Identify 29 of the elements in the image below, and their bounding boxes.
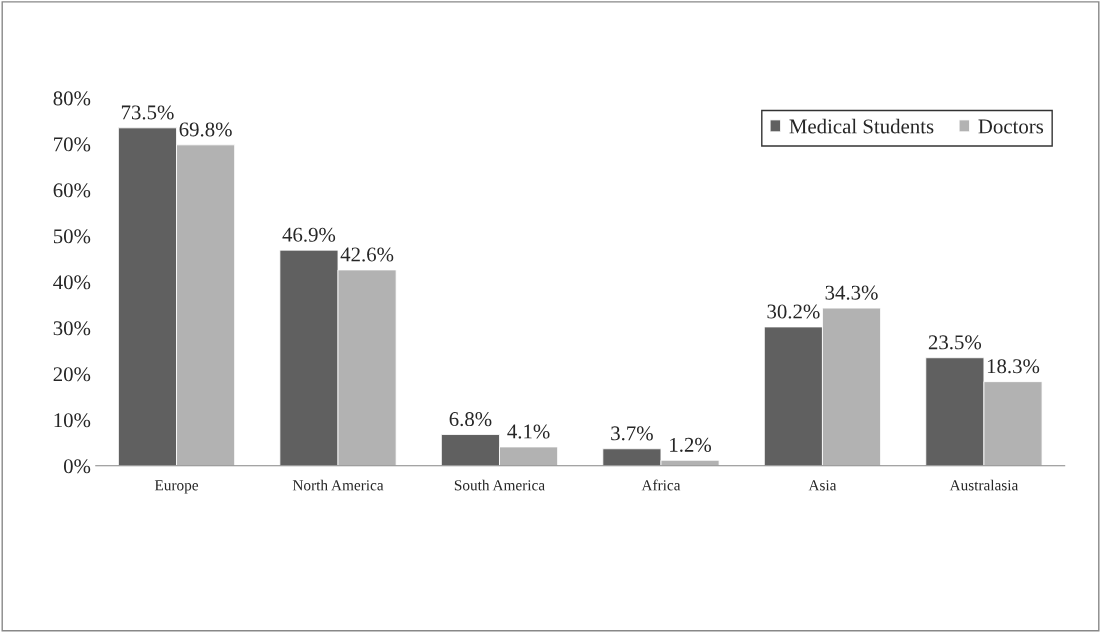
y-tick-label: 60%	[53, 183, 91, 198]
data-label: 1.2%	[670, 437, 712, 452]
data-label: 4.1%	[507, 424, 550, 439]
data-label: 69.8%	[179, 122, 232, 137]
data-label: 18.3%	[987, 359, 1040, 374]
legend-label: Medical Students	[789, 118, 934, 134]
x-tick-label: Asia	[808, 480, 837, 491]
x-tick-label: Africa	[641, 479, 681, 491]
y-tick-label: 80%	[53, 91, 91, 106]
y-tick-label: 30%	[53, 321, 91, 336]
data-label: 46.9%	[282, 227, 336, 242]
y-tick-label: 20%	[53, 367, 91, 382]
y-tick-label: 70%	[54, 137, 91, 152]
data-label: 73.5%	[121, 105, 174, 120]
data-label: 23.5%	[928, 335, 982, 350]
data-label: 34.3%	[825, 285, 878, 300]
data-label: 30.2%	[767, 304, 820, 319]
y-tick-label: 10%	[54, 413, 91, 428]
legend-label: Doctors	[978, 119, 1044, 134]
x-tick-label: South America	[454, 479, 545, 491]
x-tick-label: North America	[292, 479, 384, 491]
data-label: 42.6%	[340, 247, 394, 262]
data-label: 3.7%	[611, 426, 653, 441]
y-tick-label: 0%	[63, 459, 91, 474]
y-tick-label: 40%	[53, 275, 91, 290]
x-tick-label: Europe	[154, 480, 199, 494]
x-tick-label: Australasia	[949, 479, 1019, 491]
data-label: 6.8%	[449, 412, 492, 427]
y-tick-label: 50%	[53, 229, 91, 244]
